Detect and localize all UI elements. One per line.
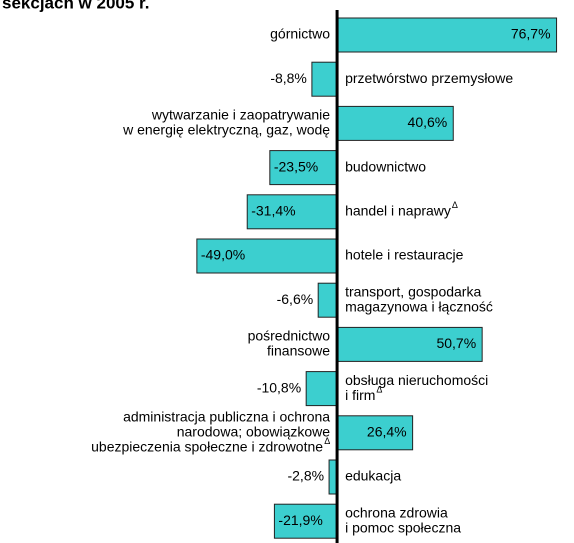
value-label: -21,9%: [278, 512, 322, 528]
category-label: handel i naprawy: [345, 203, 451, 219]
bar: [317, 282, 338, 318]
value-label: -2,8%: [287, 468, 324, 484]
value-label: 50,7%: [436, 335, 476, 351]
note-marker: Δ: [452, 200, 458, 210]
category-label: obsługa nieruchomości: [345, 372, 488, 388]
category-label: administracja publiczna i ochrona: [123, 409, 330, 425]
value-label: -6,6%: [277, 291, 314, 307]
value-label: 26,4%: [367, 424, 407, 440]
category-label: ochrona zdrowia: [345, 504, 448, 520]
bar: [311, 61, 338, 97]
bar: [336, 105, 454, 141]
category-label: wytwarzanie i zaopatrywanie: [151, 107, 330, 123]
category-label: magazynowa i łączność: [345, 298, 493, 314]
value-label: -8,8%: [270, 70, 307, 86]
bar: [336, 17, 558, 53]
note-marker: Δ: [324, 436, 330, 446]
category-label: górnictwo: [270, 26, 330, 42]
category-label: i pomoc społeczna: [345, 519, 461, 535]
category-label: i firm: [345, 387, 375, 403]
category-label: narodowa; obowiązkowe: [177, 424, 331, 440]
value-label: -31,4%: [251, 203, 295, 219]
category-label: pośrednictwo: [248, 328, 331, 344]
value-label: 40,6%: [408, 114, 448, 130]
value-label: -49,0%: [201, 247, 245, 263]
category-label: przetwórstwo przemysłowe: [345, 70, 513, 86]
bar: [305, 371, 338, 407]
bar: [273, 503, 338, 539]
value-label: 76,7%: [511, 26, 551, 42]
category-label: hotele i restauracje: [345, 247, 464, 263]
category-label: finansowe: [267, 343, 330, 359]
value-label: -10,8%: [257, 379, 301, 395]
category-label: w energię elektryczną, gaz, wodę: [122, 122, 330, 138]
bar: [196, 238, 338, 274]
chart-title: sekcjach w 2005 r.: [2, 0, 149, 12]
category-label: edukacja: [345, 468, 401, 484]
category-label: transport, gospodarka: [345, 283, 481, 299]
value-label: -23,5%: [274, 158, 318, 174]
category-label: budownictwo: [345, 158, 426, 174]
bar: [269, 150, 338, 186]
note-marker: Δ: [376, 384, 382, 394]
bar: [336, 415, 414, 451]
category-label: ubezpieczenia społeczne i zdrowotne: [91, 439, 323, 455]
